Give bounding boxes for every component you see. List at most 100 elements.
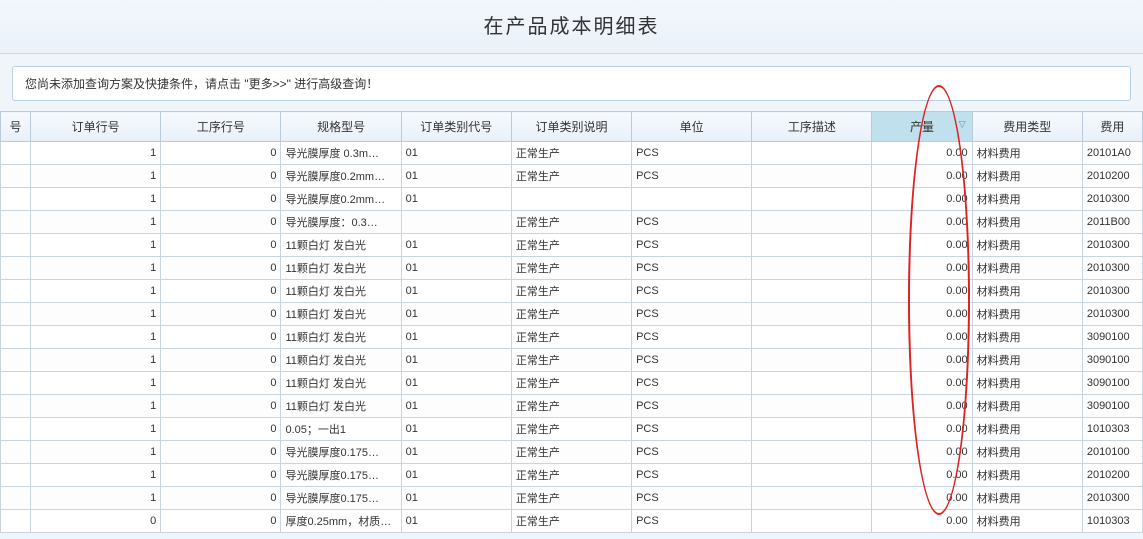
sort-indicator-icon: ▽ bbox=[959, 119, 966, 130]
cell-c9: 材料费用 bbox=[972, 418, 1082, 441]
cell-c10: 2010300 bbox=[1082, 487, 1142, 510]
cell-c7 bbox=[752, 142, 872, 165]
column-header-c6[interactable]: 单位 bbox=[632, 112, 752, 142]
cell-c2: 0 bbox=[161, 303, 281, 326]
cell-c5: 正常生产 bbox=[511, 510, 631, 533]
table-row[interactable]: 10导光膜厚度 0.3m…01正常生产PCS0.00材料费用20101A0 bbox=[1, 142, 1143, 165]
table-row[interactable]: 10导光膜厚度0.175…01正常生产PCS0.00材料费用2010300 bbox=[1, 487, 1143, 510]
cell-c3: 导光膜厚度0.175… bbox=[281, 464, 401, 487]
column-header-c2[interactable]: 工序行号 bbox=[161, 112, 281, 142]
cell-c10: 20101A0 bbox=[1082, 142, 1142, 165]
cell-c1: 1 bbox=[31, 441, 161, 464]
column-header-c5[interactable]: 订单类别说明 bbox=[511, 112, 631, 142]
cell-c0 bbox=[1, 418, 31, 441]
cell-c9: 材料费用 bbox=[972, 395, 1082, 418]
table-row[interactable]: 1011颗白灯 发白光01正常生产PCS0.00材料费用3090100 bbox=[1, 326, 1143, 349]
cell-c4: 01 bbox=[401, 326, 511, 349]
cell-c7 bbox=[752, 349, 872, 372]
table-row[interactable]: 10导光膜厚度0.175…01正常生产PCS0.00材料费用2010200 bbox=[1, 464, 1143, 487]
cell-c8: 0.00 bbox=[872, 188, 972, 211]
cell-c4: 01 bbox=[401, 280, 511, 303]
column-header-c9[interactable]: 费用类型 bbox=[972, 112, 1082, 142]
cell-c1: 1 bbox=[31, 349, 161, 372]
cell-c6: PCS bbox=[632, 395, 752, 418]
cell-c1: 1 bbox=[31, 234, 161, 257]
table-row[interactable]: 1011颗白灯 发白光01正常生产PCS0.00材料费用2010300 bbox=[1, 280, 1143, 303]
cell-c8: 0.00 bbox=[872, 372, 972, 395]
table-row[interactable]: 10导光膜厚度0.2mm…01正常生产PCS0.00材料费用2010200 bbox=[1, 165, 1143, 188]
cell-c8: 0.00 bbox=[872, 234, 972, 257]
cell-c8: 0.00 bbox=[872, 165, 972, 188]
table-row[interactable]: 1011颗白灯 发白光01正常生产PCS0.00材料费用2010300 bbox=[1, 234, 1143, 257]
cell-c5: 正常生产 bbox=[511, 487, 631, 510]
cell-c9: 材料费用 bbox=[972, 303, 1082, 326]
cell-c7 bbox=[752, 372, 872, 395]
cell-c1: 1 bbox=[31, 211, 161, 234]
table-row[interactable]: 1011颗白灯 发白光01正常生产PCS0.00材料费用3090100 bbox=[1, 395, 1143, 418]
column-header-c10[interactable]: 费用 bbox=[1082, 112, 1142, 142]
cell-c1: 0 bbox=[31, 510, 161, 533]
cell-c3: 厚度0.25mm，材质… bbox=[281, 510, 401, 533]
table-row[interactable]: 1011颗白灯 发白光01正常生产PCS0.00材料费用2010300 bbox=[1, 257, 1143, 280]
cell-c4: 01 bbox=[401, 165, 511, 188]
table-row[interactable]: 10导光膜厚度0.175…01正常生产PCS0.00材料费用2010100 bbox=[1, 441, 1143, 464]
cell-c0 bbox=[1, 349, 31, 372]
cell-c2: 0 bbox=[161, 326, 281, 349]
cell-c7 bbox=[752, 188, 872, 211]
cell-c8: 0.00 bbox=[872, 303, 972, 326]
cell-c6: PCS bbox=[632, 280, 752, 303]
cell-c2: 0 bbox=[161, 464, 281, 487]
cell-c9: 材料费用 bbox=[972, 280, 1082, 303]
cell-c4: 01 bbox=[401, 372, 511, 395]
cell-c4: 01 bbox=[401, 464, 511, 487]
cell-c5: 正常生产 bbox=[511, 441, 631, 464]
cell-c4: 01 bbox=[401, 487, 511, 510]
cell-c6: PCS bbox=[632, 349, 752, 372]
column-header-c3[interactable]: 规格型号 bbox=[281, 112, 401, 142]
column-header-c7[interactable]: 工序描述 bbox=[752, 112, 872, 142]
notice-bar: 您尚未添加查询方案及快捷条件，请点击 "更多>>" 进行高级查询！ bbox=[0, 54, 1143, 111]
table-row[interactable]: 1011颗白灯 发白光01正常生产PCS0.00材料费用3090100 bbox=[1, 372, 1143, 395]
cell-c7 bbox=[752, 303, 872, 326]
cell-c6: PCS bbox=[632, 142, 752, 165]
cell-c2: 0 bbox=[161, 188, 281, 211]
cell-c3: 11颗白灯 发白光 bbox=[281, 349, 401, 372]
cell-c4: 01 bbox=[401, 234, 511, 257]
cell-c9: 材料费用 bbox=[972, 464, 1082, 487]
cell-c8: 0.00 bbox=[872, 142, 972, 165]
table-row[interactable]: 10导光膜厚度0.2mm…010.00材料费用2010300 bbox=[1, 188, 1143, 211]
cell-c5: 正常生产 bbox=[511, 326, 631, 349]
cell-c7 bbox=[752, 234, 872, 257]
table-row[interactable]: 10导光膜厚度：0.3…正常生产PCS0.00材料费用2011B00 bbox=[1, 211, 1143, 234]
table-row[interactable]: 100.05；一出101正常生产PCS0.00材料费用1010303 bbox=[1, 418, 1143, 441]
cell-c7 bbox=[752, 326, 872, 349]
cell-c5: 正常生产 bbox=[511, 211, 631, 234]
cell-c3: 导光膜厚度0.2mm… bbox=[281, 188, 401, 211]
cell-c8: 0.00 bbox=[872, 326, 972, 349]
cell-c9: 材料费用 bbox=[972, 349, 1082, 372]
column-header-c1[interactable]: 订单行号 bbox=[31, 112, 161, 142]
cell-c9: 材料费用 bbox=[972, 142, 1082, 165]
column-header-c0[interactable]: 号 bbox=[1, 112, 31, 142]
cell-c4: 01 bbox=[401, 418, 511, 441]
cell-c4: 01 bbox=[401, 303, 511, 326]
cell-c8: 0.00 bbox=[872, 441, 972, 464]
cell-c8: 0.00 bbox=[872, 395, 972, 418]
cell-c10: 2010200 bbox=[1082, 165, 1142, 188]
cell-c5 bbox=[511, 188, 631, 211]
cell-c7 bbox=[752, 418, 872, 441]
cell-c1: 1 bbox=[31, 303, 161, 326]
cell-c10: 1010303 bbox=[1082, 418, 1142, 441]
table-row[interactable]: 1011颗白灯 发白光01正常生产PCS0.00材料费用3090100 bbox=[1, 349, 1143, 372]
cell-c5: 正常生产 bbox=[511, 142, 631, 165]
table-row[interactable]: 1011颗白灯 发白光01正常生产PCS0.00材料费用2010300 bbox=[1, 303, 1143, 326]
column-header-c4[interactable]: 订单类别代号 bbox=[401, 112, 511, 142]
cell-c4: 01 bbox=[401, 142, 511, 165]
cell-c3: 导光膜厚度0.175… bbox=[281, 487, 401, 510]
cell-c2: 0 bbox=[161, 234, 281, 257]
cell-c8: 0.00 bbox=[872, 349, 972, 372]
cell-c9: 材料费用 bbox=[972, 211, 1082, 234]
cell-c1: 1 bbox=[31, 395, 161, 418]
column-header-c8[interactable]: 产量▽ bbox=[872, 112, 972, 142]
table-row[interactable]: 00厚度0.25mm，材质…01正常生产PCS0.00材料费用1010303 bbox=[1, 510, 1143, 533]
